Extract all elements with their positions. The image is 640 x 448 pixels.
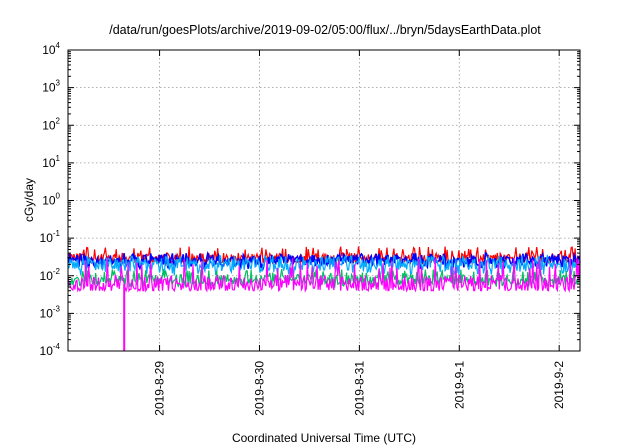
x-tick-label: 2019-9-2 [552,361,566,409]
x-tick-label: 2019-9-1 [452,361,466,409]
grid [68,50,580,351]
x-tick-label: 2019-8-29 [153,361,167,416]
x-axis-ticks: 2019-8-29 2019-8-30 2019-8-31 2019-9-1 2019-… [153,50,566,416]
y-tick-label: 104 [42,41,60,57]
y-tick-label: 10-4 [40,342,61,358]
y-tick-label: 102 [42,116,60,132]
y-tick-label: 10-3 [40,304,61,320]
y-tick-label: 10-1 [40,229,61,245]
series-line-1 [67,251,581,272]
x-axis-label: Coordinated Universal Time (UTC) [232,431,416,445]
series-layer [67,246,581,351]
y-axis-ticks: 10-4 10-3 10-2 10-1 100 101 102 103 104 [40,41,580,358]
series-line-2 [67,253,581,278]
y-tick-label: 10-2 [40,267,61,283]
x-tick-label: 2019-8-30 [252,361,266,416]
y-tick-label: 100 [42,192,60,208]
chart-title: /data/run/goesPlots/archive/2019-09-02/0… [109,23,541,37]
y-tick-label: 103 [42,79,60,95]
y-tick-label: 101 [42,154,60,170]
y-axis-label: cGy/day [22,178,36,222]
x-tick-label: 2019-8-31 [352,361,366,416]
series-line-4 [67,257,581,293]
